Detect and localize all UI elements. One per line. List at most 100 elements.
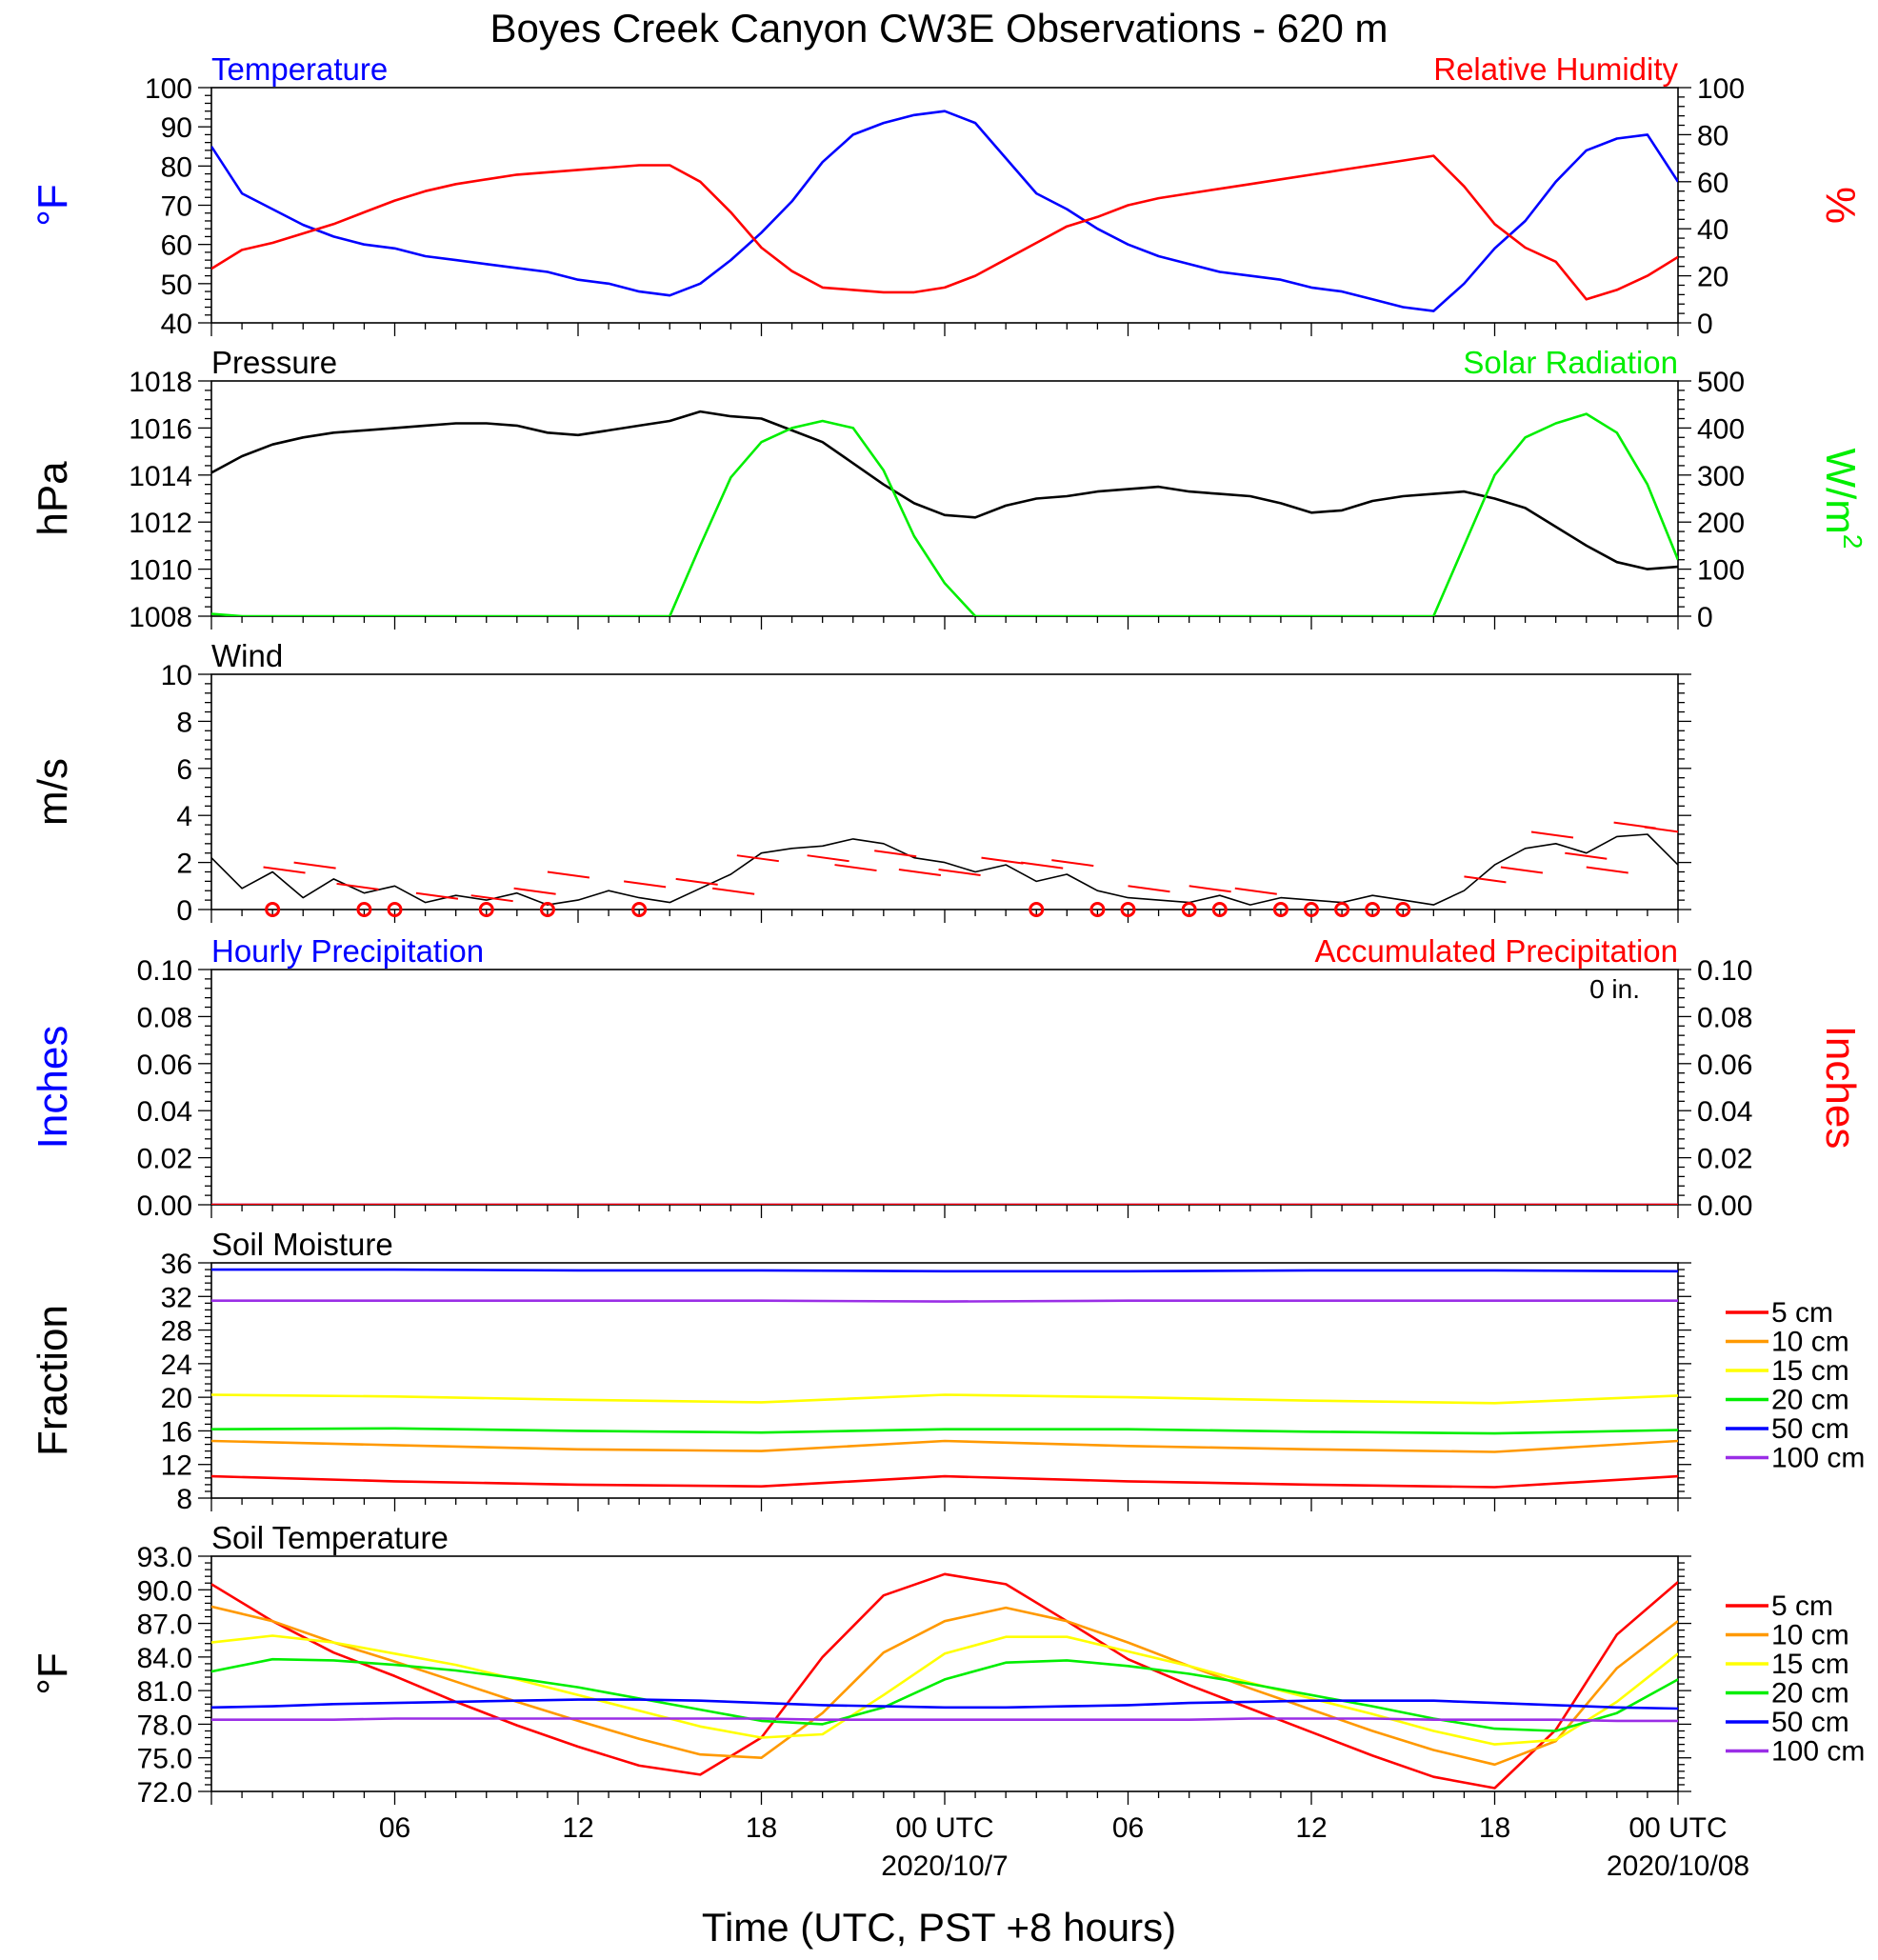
panel-title-left: Hourly Precipitation — [211, 933, 484, 969]
wind-barb — [712, 887, 755, 895]
y-left-tick-label: 16 — [161, 1416, 192, 1448]
y-left-tick-label: 0.00 — [137, 1190, 192, 1222]
wind-barb — [736, 854, 779, 863]
y-left-tick-label: 4 — [176, 801, 192, 832]
plot-area — [211, 821, 1678, 906]
x-tick-label: 12 — [562, 1812, 593, 1844]
y-right-tick-label: 0 — [1697, 602, 1713, 633]
calm-wind-circle — [1120, 902, 1136, 917]
series-line-10-cm — [211, 1439, 1678, 1453]
legend-label-10-cm: 10 cm — [1771, 1327, 1849, 1358]
plot-frame — [210, 380, 1679, 617]
y-left-tick-label: 24 — [161, 1350, 192, 1381]
y-left-tick-label: 50 — [161, 270, 192, 301]
legend-label-15-cm: 15 cm — [1771, 1649, 1849, 1680]
wind-barb — [336, 882, 379, 890]
x-tick-label: 06 — [379, 1812, 410, 1844]
wind-barb — [1128, 885, 1170, 893]
y-left-tick-label: 28 — [161, 1316, 192, 1348]
calm-wind-circle — [1395, 902, 1411, 917]
calm-wind-circle — [1304, 902, 1319, 917]
y-right-tick-label: 100 — [1697, 555, 1745, 587]
plot-frame — [210, 1262, 1679, 1499]
wind-barb — [1500, 866, 1544, 874]
wind-barb — [981, 856, 1024, 865]
y-right-tick-label: 500 — [1697, 367, 1745, 398]
panel-title-right: Accumulated Precipitation — [1314, 933, 1678, 969]
plot-frame — [210, 673, 1679, 910]
calm-wind-circle — [387, 902, 403, 917]
y-left-tick-label: 72.0 — [137, 1777, 192, 1809]
wind-barb — [623, 880, 667, 889]
y-left-tick-label: 1018 — [129, 367, 192, 398]
y-right-tick-label: 40 — [1697, 214, 1728, 246]
series-line-100-cm — [211, 1717, 1678, 1723]
y-axis-label-right: % — [1817, 187, 1864, 224]
wind-barb — [293, 861, 336, 870]
calm-wind-circle — [1211, 902, 1228, 917]
calm-wind-circle — [1272, 902, 1289, 917]
y-left-tick-label: 8 — [176, 1484, 192, 1515]
y-left-tick-label: 1016 — [129, 413, 192, 445]
wind-barb — [1051, 859, 1094, 868]
y-left-tick-label: 2 — [176, 849, 192, 880]
y-right-tick-label: 300 — [1697, 461, 1745, 492]
y-left-tick-label: 1010 — [129, 555, 192, 587]
wind-barb — [470, 894, 513, 903]
calm-wind-circle — [539, 902, 555, 917]
y-axis-label-right-superscript: 2 — [1838, 534, 1868, 550]
x-tick-label: 12 — [1295, 1812, 1327, 1844]
legend-label-20-cm: 20 cm — [1771, 1678, 1849, 1710]
series-line-50-cm — [211, 1698, 1678, 1710]
x-tick-label: 18 — [1479, 1812, 1510, 1844]
calm-wind-circle — [265, 902, 281, 917]
legend-label-50-cm: 50 cm — [1771, 1707, 1849, 1738]
x-date-label: 2020/10/08 — [1607, 1850, 1749, 1882]
calm-wind-circle — [356, 902, 372, 917]
y-left-tick-label: 0 — [176, 895, 192, 927]
plot-area — [211, 1572, 1678, 1790]
y-axis-label-left: Inches — [30, 1026, 76, 1150]
y-right-tick-label: 20 — [1697, 262, 1728, 293]
y-left-tick-label: 0.06 — [137, 1050, 192, 1081]
plot-area — [211, 110, 1678, 312]
y-left-tick-label: 1014 — [129, 461, 192, 492]
y-left-tick-label: 40 — [161, 309, 192, 340]
calm-wind-circle — [1334, 902, 1350, 917]
series-line-15-cm — [211, 1393, 1678, 1405]
legend-label-5-cm: 5 cm — [1771, 1590, 1833, 1622]
y-right-tick-label: 0.00 — [1697, 1190, 1752, 1222]
calm-wind-circle — [1365, 902, 1381, 917]
y-left-tick-label: 80 — [161, 151, 192, 183]
y-axis-label-right: W/m2 — [1817, 449, 1868, 550]
wind-barb — [1530, 830, 1574, 839]
calm-wind-circle — [478, 902, 494, 917]
y-left-tick-label: 90 — [161, 112, 192, 144]
panel-wind: 0 2 4 6 8 10 Wind m/s — [30, 638, 1691, 927]
x-tick-label: 00 UTC — [1628, 1812, 1727, 1844]
y-right-tick-label: 0.06 — [1697, 1050, 1752, 1081]
y-left-tick-label: 87.0 — [137, 1610, 192, 1641]
y-right-tick-label: 400 — [1697, 413, 1745, 445]
plot-area — [211, 1268, 1678, 1489]
accumulated-total-label: 0 in. — [1589, 974, 1640, 1004]
series-line-50-cm — [211, 1268, 1678, 1273]
y-left-tick-label: 1008 — [129, 602, 192, 633]
y-left-tick-label: 75.0 — [137, 1744, 192, 1775]
wind-barb — [415, 891, 459, 900]
plot-frame — [210, 969, 1679, 1206]
y-right-tick-label: 0.04 — [1697, 1096, 1752, 1128]
calm-wind-circle — [1181, 902, 1197, 917]
y-axis-label-right: Inches — [1817, 1026, 1864, 1150]
series-line-wind-speed — [211, 833, 1678, 906]
series-line-20-cm — [211, 1427, 1678, 1435]
series-line-15-cm — [211, 1634, 1678, 1746]
y-left-tick-label: 100 — [145, 73, 192, 105]
y-left-tick-label: 81.0 — [137, 1676, 192, 1708]
y-right-tick-label: 0.02 — [1697, 1144, 1752, 1175]
x-axis: 06 12 18 00 UTC 06 12 18 00 UTC 2020/10/7 2020/10… — [379, 1812, 1749, 1882]
legend-label-20-cm: 20 cm — [1771, 1385, 1849, 1416]
wind-barb — [834, 864, 877, 872]
